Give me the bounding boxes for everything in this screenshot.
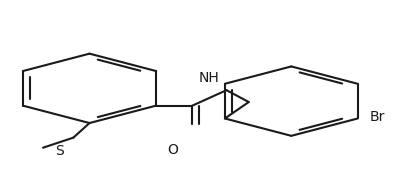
Text: Br: Br bbox=[370, 110, 386, 124]
Text: O: O bbox=[168, 144, 179, 158]
Text: S: S bbox=[55, 144, 64, 158]
Text: NH: NH bbox=[198, 71, 219, 85]
